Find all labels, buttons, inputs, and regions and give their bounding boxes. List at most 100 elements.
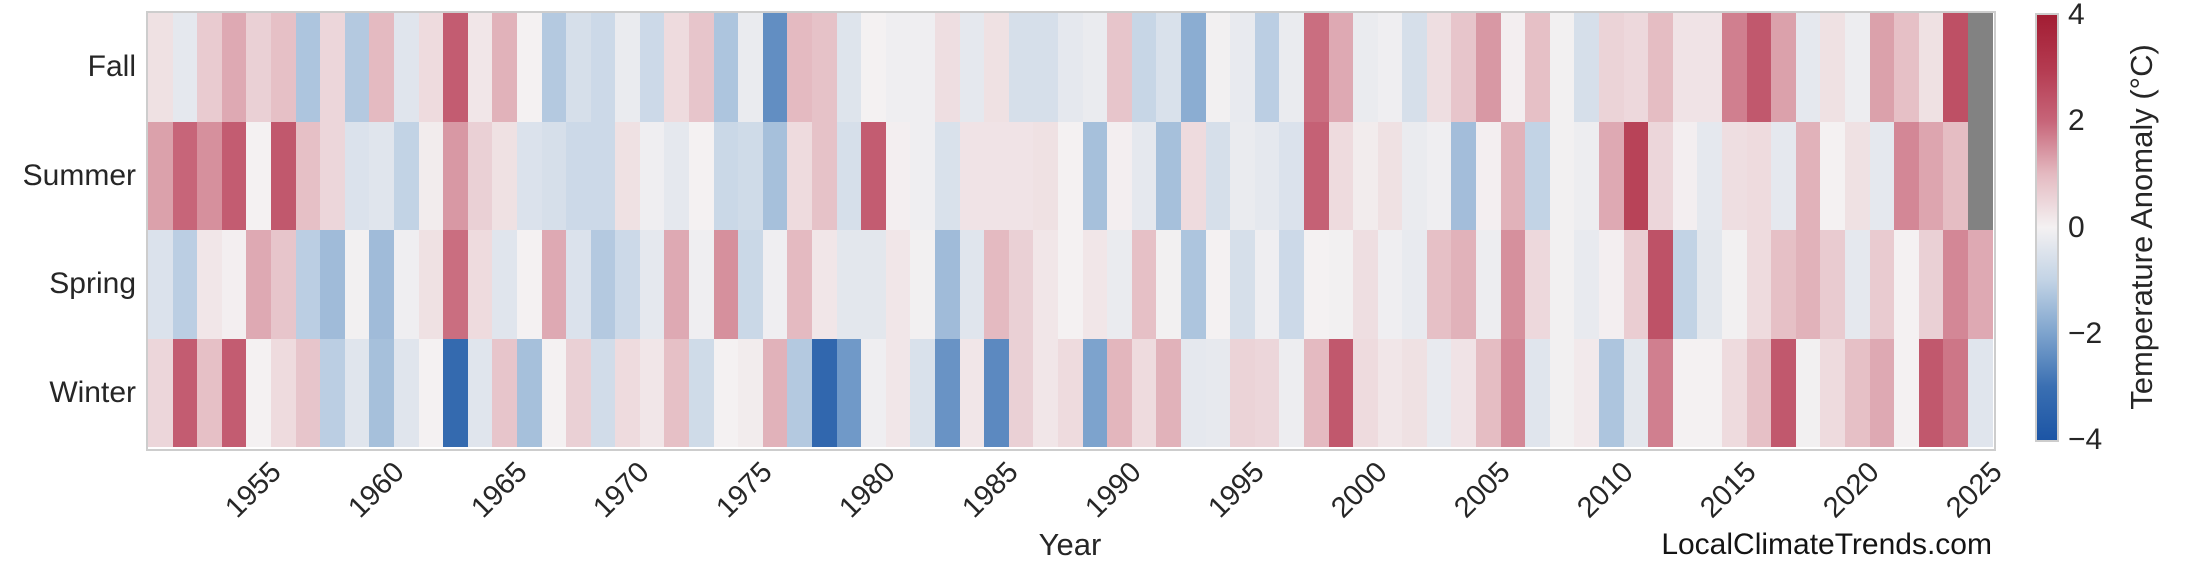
- heatmap-cell: [418, 230, 444, 339]
- heatmap-cell: [1894, 230, 1919, 339]
- heatmap-cell: [1033, 338, 1058, 447]
- colorbar-tick-4: 4: [2068, 0, 2085, 31]
- colorbar-tick--4: −4: [2068, 423, 2103, 456]
- heatmap-cell: [320, 338, 345, 447]
- heatmap-cell: [492, 338, 517, 447]
- heatmap-cell: [393, 13, 419, 122]
- heatmap-cell: [443, 13, 468, 122]
- heatmap-cell: [885, 13, 911, 122]
- heatmap-cell: [1648, 121, 1673, 230]
- heatmap-cell: [959, 338, 985, 447]
- heatmap-cell: [1303, 230, 1329, 339]
- heatmap-cell: [221, 121, 247, 230]
- heatmap-cell: [1599, 13, 1624, 122]
- heatmap-cell: [861, 338, 886, 447]
- heatmap-cell: [713, 121, 739, 230]
- heatmap-cell: [689, 121, 714, 230]
- heatmap-cell: [762, 13, 788, 122]
- heatmap-cell: [590, 338, 616, 447]
- heatmap-cell: [1205, 121, 1231, 230]
- heatmap-cell: [172, 121, 198, 230]
- heatmap-cell: [639, 338, 665, 447]
- heatmap-cell: [1648, 13, 1673, 122]
- heatmap-cell: [1820, 230, 1845, 339]
- heatmap-cell: [1672, 230, 1698, 339]
- heatmap-cell: [1844, 230, 1870, 339]
- heatmap-cell: [861, 230, 886, 339]
- heatmap-cell: [393, 230, 419, 339]
- heatmap-cell: [1844, 121, 1870, 230]
- heatmap-cell: [197, 121, 222, 230]
- colorbar-tick-0: 0: [2068, 210, 2085, 244]
- heatmap-cell: [1869, 338, 1895, 447]
- heatmap-cell: [1180, 121, 1206, 230]
- heatmap-cell: [541, 338, 567, 447]
- heatmap-cell: [1697, 230, 1722, 339]
- heatmap-cell: [1205, 230, 1231, 339]
- heatmap-cell: [1205, 338, 1231, 447]
- heatmap-cell: [1771, 13, 1796, 122]
- heatmap-cell: [738, 338, 763, 447]
- heatmap-cell: [1353, 13, 1378, 122]
- heatmap-cell: [295, 121, 321, 230]
- colorbar-tick--2: −2: [2068, 316, 2103, 350]
- heatmap-cell: [787, 230, 813, 339]
- heatmap-cell: [1057, 13, 1083, 122]
- heatmap-cell: [1230, 230, 1255, 339]
- heatmap-cell: [566, 13, 591, 122]
- heatmap-cell: [639, 230, 665, 339]
- heatmap-cell: [812, 230, 837, 339]
- heatmap-row-spring: [148, 230, 1993, 339]
- heatmap-cell: [418, 338, 444, 447]
- heatmap-cell: [1279, 13, 1304, 122]
- heatmap-cell: [984, 230, 1009, 339]
- heatmap-cell: [1033, 13, 1058, 122]
- heatmap-cell: [1377, 13, 1403, 122]
- heatmap-cell: [787, 121, 813, 230]
- heatmap-cell: [1402, 121, 1427, 230]
- heatmap-cell: [959, 121, 985, 230]
- heatmap-cell: [1795, 230, 1821, 339]
- x-tick-2000: 2000: [1325, 456, 1394, 525]
- heatmap-cell: [1008, 338, 1034, 447]
- heatmap-cell: [1672, 13, 1698, 122]
- heatmap-cell: [1205, 13, 1231, 122]
- heatmap-cell: [1623, 230, 1649, 339]
- heatmap-cell: [1525, 121, 1550, 230]
- heatmap-cell: [221, 338, 247, 447]
- heatmap-cell: [935, 338, 960, 447]
- heatmap-cell: [1967, 230, 1993, 339]
- heatmap-cell: [1820, 13, 1845, 122]
- heatmap-cell: [1967, 13, 1993, 122]
- heatmap-cell: [1722, 338, 1747, 447]
- heatmap-cell: [1353, 338, 1378, 447]
- heatmap-cell: [1057, 338, 1083, 447]
- heatmap-cell: [1771, 230, 1796, 339]
- heatmap-cell: [1353, 121, 1378, 230]
- heatmap-cell: [1328, 13, 1354, 122]
- heatmap-cell: [590, 230, 616, 339]
- heatmap-cell: [664, 13, 690, 122]
- heatmap-cell: [1500, 338, 1526, 447]
- heatmap-cell: [1943, 121, 1968, 230]
- heatmap-cell: [1230, 13, 1255, 122]
- heatmap-cell: [935, 121, 960, 230]
- heatmap-cell: [1353, 230, 1378, 339]
- heatmap-cell: [1549, 121, 1575, 230]
- heatmap-cell: [910, 338, 935, 447]
- heatmap-cell: [197, 13, 222, 122]
- heatmap-cell: [885, 338, 911, 447]
- heatmap-cell: [172, 230, 198, 339]
- heatmap-cell: [148, 121, 173, 230]
- heatmap-cell: [1672, 121, 1698, 230]
- heatmap-cell: [566, 338, 591, 447]
- heatmap-cell: [1402, 230, 1427, 339]
- heatmap-cell: [418, 121, 444, 230]
- heatmap-cell: [885, 230, 911, 339]
- heatmap-cell: [1451, 338, 1477, 447]
- heatmap-cell: [172, 338, 198, 447]
- heatmap-cell: [467, 230, 493, 339]
- heatmap-cell: [443, 230, 468, 339]
- colorbar-tick-2: 2: [2068, 104, 2085, 138]
- heatmap-cell: [1549, 230, 1575, 339]
